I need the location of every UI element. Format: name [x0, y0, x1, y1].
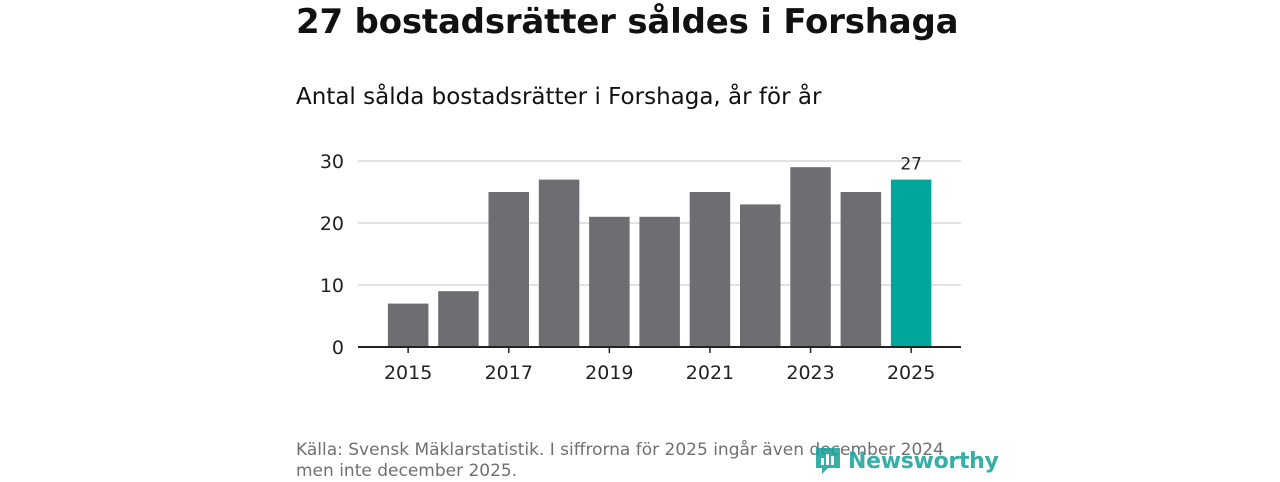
bar-2024	[840, 192, 882, 347]
bar-2015	[387, 303, 429, 347]
newsworthy-logo-text: Newsworthy	[848, 448, 999, 474]
newsworthy-logo-icon	[816, 448, 840, 474]
x-tick-label-2021: 2021	[686, 362, 734, 384]
bar-2023	[790, 167, 831, 347]
bar-2016	[438, 291, 479, 347]
x-tick-label-2019: 2019	[585, 362, 633, 384]
chart-title: 27 bostadsrätter såldes i Forshaga	[296, 2, 959, 42]
bar-2022	[740, 204, 781, 347]
bar-2020	[639, 216, 680, 347]
bar-2025	[890, 179, 932, 347]
y-tick-label-0: 0	[332, 337, 344, 359]
bar-2019	[589, 216, 630, 347]
source-line-1: Källa: Svensk Mäklarstatistik. I siffror…	[296, 440, 944, 460]
bar-2017	[488, 192, 529, 347]
y-tick-label-10: 10	[320, 275, 344, 297]
y-tick-label-20: 20	[320, 213, 344, 235]
x-tick-label-2015: 2015	[384, 362, 432, 384]
chart-subtitle: Antal sålda bostadsrätter i Forshaga, år…	[296, 84, 822, 110]
bar-2018	[538, 179, 580, 347]
x-tick-label-2017: 2017	[485, 362, 533, 384]
newsworthy-logo: Newsworthy	[814, 446, 999, 476]
y-tick-label-30: 30	[320, 151, 344, 173]
x-tick-label-2025: 2025	[887, 362, 935, 384]
source-note: Källa: Svensk Mäklarstatistik. I siffror…	[296, 440, 956, 482]
x-tick-label-2023: 2023	[786, 362, 834, 384]
bar-value-label: 27	[900, 155, 922, 175]
bar-2021	[689, 192, 731, 347]
source-line-2: men inte december 2025.	[296, 461, 518, 481]
